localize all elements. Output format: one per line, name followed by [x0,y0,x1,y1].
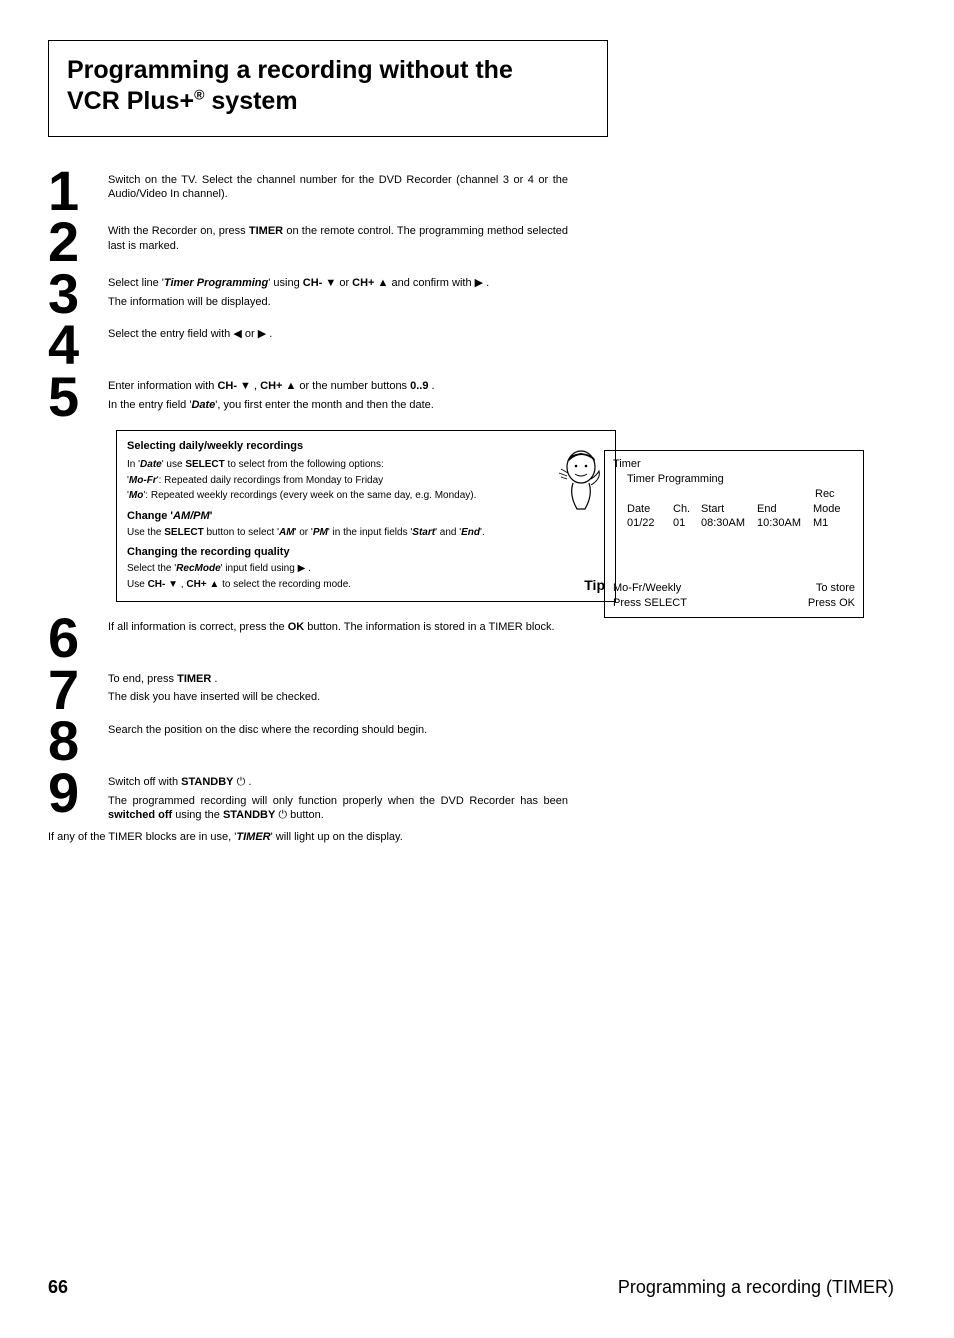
tip-p3: 'Mo': Repeated weekly recordings (every … [127,489,557,503]
td-mode: M1 [813,516,853,531]
tip-heading: Selecting daily/weekly recordings [127,439,557,454]
step-number: 1 [48,167,108,215]
tip-box: Selecting daily/weekly recordings In 'Da… [116,430,616,602]
th-end: End [757,502,813,517]
step-body: Select the entry field with ◀ or ▶ . [108,321,568,342]
step-row: 4Select the entry field with ◀ or ▶ . [48,321,894,369]
step-number: 4 [48,321,108,369]
tip-sub2-body1: Select the 'RecMode' input field using ▶… [127,562,557,576]
td-ch: 01 [673,516,701,531]
tip-label: Tip [584,576,605,595]
th-date: Date [627,502,673,517]
step-body: To end, press TIMER .The disk you have i… [108,666,568,706]
tip-person-icon [555,449,603,521]
footer-note: If any of the TIMER blocks are in use, '… [48,831,894,843]
tf-right1: To store [808,581,855,596]
step-subtext: The programmed recording will only funct… [108,794,568,824]
step-row: 2With the Recorder on, press TIMER on th… [48,218,894,266]
th-start: Start [701,502,757,517]
title-line2-pre: VCR Plus+ [67,87,194,115]
timer-panel-subtitle: Timer Programming [627,472,855,487]
tip-sub2-body2: Use CH- ▼ , CH+ ▲ to select the recordin… [127,578,557,592]
tf-left1: Mo-Fr/Weekly [613,581,687,596]
tf-right2: Press OK [808,596,855,611]
timer-panel-title: Timer [613,457,855,472]
step-row: 7To end, press TIMER .The disk you have … [48,666,894,714]
step-number: 9 [48,769,108,817]
step-body: Search the position on the disc where th… [108,717,568,738]
tip-sub2-title: Changing the recording quality [127,545,557,560]
step-row: 5Enter information with CH- ▼ , CH+ ▲ or… [48,373,894,421]
title-sup: ® [194,87,204,103]
step-subtext: The information will be displayed. [108,295,568,310]
td-end: 10:30AM [757,516,813,531]
th-rec: Rec [815,487,855,502]
step-body: Switch off with STANDBY ⏻ .The programme… [108,769,568,824]
steps-group-1: 1Switch on the TV. Select the channel nu… [48,167,894,421]
timer-footer-right: To store Press OK [808,581,855,611]
steps-group-2: 6If all information is correct, press th… [48,614,894,823]
tip-text: Selecting daily/weekly recordings In 'Da… [127,439,557,591]
tip-p2: 'Mo-Fr': Repeated daily recordings from … [127,474,557,488]
page-footer: 66 Programming a recording (TIMER) [48,1277,894,1298]
step-row: 9Switch off with STANDBY ⏻ .The programm… [48,769,894,824]
step-row: 1Switch on the TV. Select the channel nu… [48,167,894,215]
step-body: With the Recorder on, press TIMER on the… [108,218,568,254]
th-ch: Ch. [673,502,701,517]
step-number: 5 [48,373,108,421]
tip-sub1-body: Use the SELECT button to select 'AM' or … [127,526,557,540]
td-date: 01/22 [627,516,673,531]
step-number: 8 [48,717,108,765]
page-section-title: Programming a recording (TIMER) [618,1277,894,1298]
timer-panel-row: 01/22 01 08:30AM 10:30AM M1 [627,516,855,531]
step-body: Enter information with CH- ▼ , CH+ ▲ or … [108,373,568,413]
timer-panel-headers: Date Ch. Start End Mode [627,502,855,517]
timer-osd-panel: Timer Timer Programming Rec Date Ch. Sta… [604,450,864,618]
title-line2-post: system [204,87,297,115]
timer-panel-header-rec: Rec [627,487,855,502]
title-line1: Programming a recording without the [67,56,513,84]
page-number: 66 [48,1277,68,1298]
step-row: 3Select line 'Timer Programming' using C… [48,270,894,318]
step-body: Switch on the TV. Select the channel num… [108,167,568,203]
step-number: 3 [48,270,108,318]
step-body: If all information is correct, press the… [108,614,568,635]
step-number: 7 [48,666,108,714]
section-title-box: Programming a recording without the VCR … [48,40,608,137]
step-number: 2 [48,218,108,266]
step-subtext: In the entry field 'Date', you first ent… [108,398,568,413]
step-subtext: The disk you have inserted will be check… [108,690,568,705]
step-body: Select line 'Timer Programming' using CH… [108,270,568,310]
tip-sub1-title: Change 'AM/PM' [127,509,557,524]
tip-p1: In 'Date' use SELECT to select from the … [127,458,557,472]
step-row: 6If all information is correct, press th… [48,614,894,662]
th-mode: Mode [813,502,853,517]
section-title: Programming a recording without the VCR … [67,55,589,118]
tf-left2: Press SELECT [613,596,687,611]
step-number: 6 [48,614,108,662]
timer-panel-footer: Mo-Fr/Weekly Press SELECT To store Press… [613,581,855,611]
step-row: 8Search the position on the disc where t… [48,717,894,765]
timer-footer-left: Mo-Fr/Weekly Press SELECT [613,581,687,611]
td-start: 08:30AM [701,516,757,531]
